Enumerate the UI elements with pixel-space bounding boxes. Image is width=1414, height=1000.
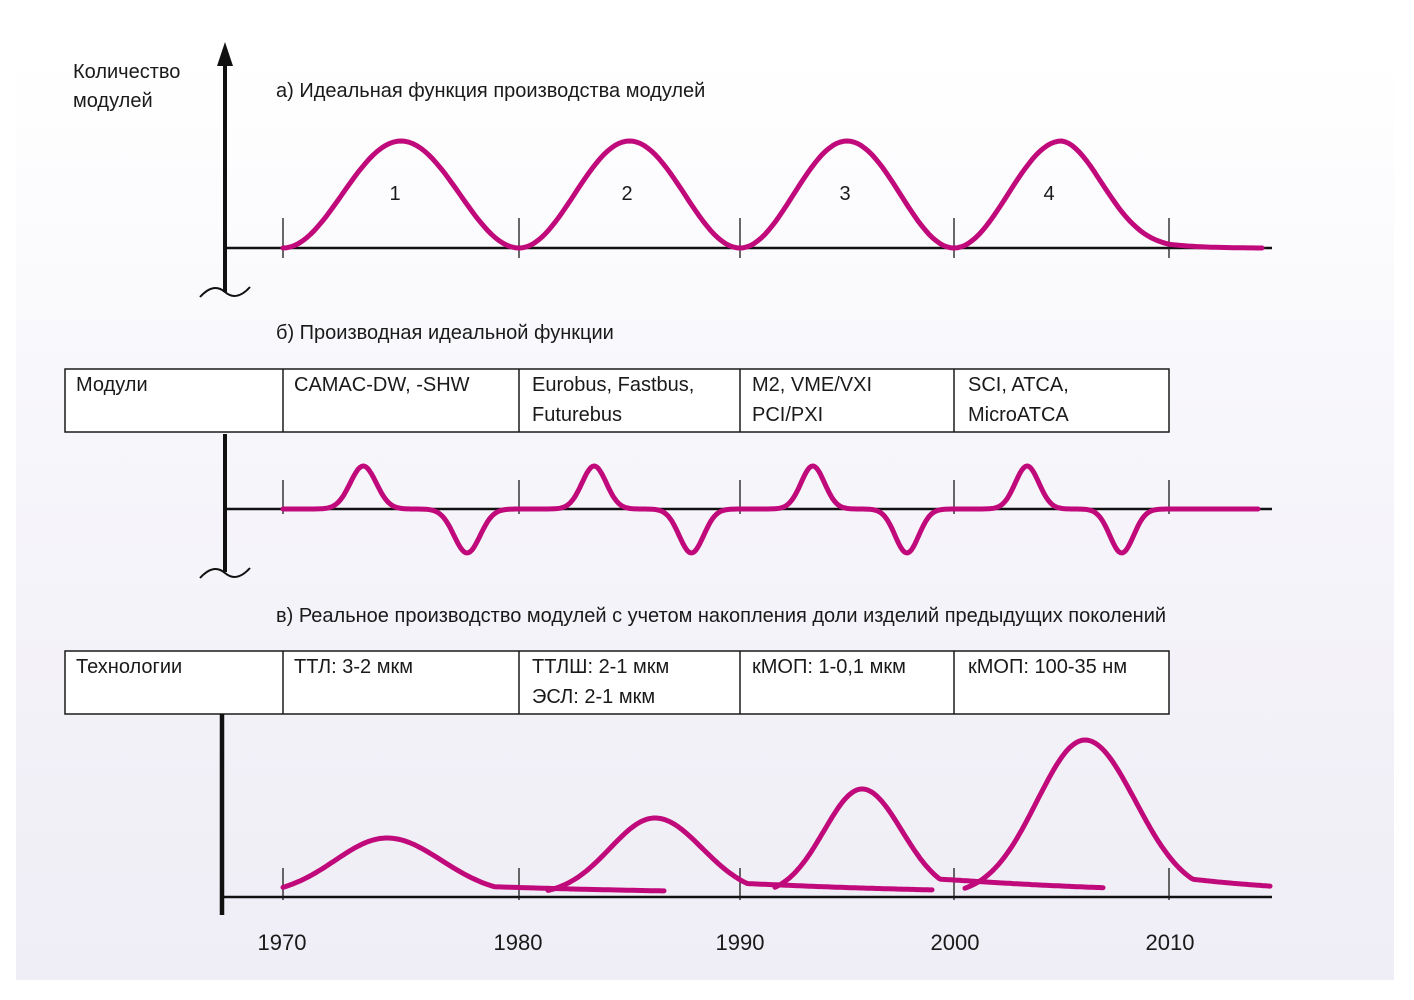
peak-number-4: 4 [1043, 183, 1054, 205]
technologies-cell-4: кМОП: 100-35 нм [968, 656, 1127, 678]
panel-c-real-curves [280, 737, 1273, 894]
modules-cell-2-line2: Futurebus [532, 404, 622, 426]
panel-a-axis-break [199, 286, 251, 298]
background-panel [16, 60, 1394, 980]
modules-cell-4-line2: MicroATCA [968, 404, 1069, 426]
x-tick-label-2000: 2000 [931, 930, 980, 955]
panel-c-curve-4 [962, 737, 1273, 891]
panel-b-axis-break [199, 567, 251, 579]
modules-cell-2-line1: Eurobus, Fastbus, [532, 374, 694, 396]
peak-number-3: 3 [839, 183, 850, 205]
x-tick-label-2010: 2010 [1146, 930, 1195, 955]
panel-a-ideal-curve [280, 138, 1265, 251]
x-tick-label-1970: 1970 [258, 930, 307, 955]
technologies-header: Технологии [76, 656, 182, 678]
modules-cell-4-line1: SCI, ATCA, [968, 374, 1069, 396]
panel-b-axes [199, 434, 1272, 579]
panel-c-curve-3 [772, 786, 1106, 891]
modules-cell-3-line2: PCI/PXI [752, 404, 823, 426]
modules-cell-1: CAMAC-DW, -SHW [294, 374, 470, 396]
panel-a-title: а) Идеальная функция производства модуле… [276, 80, 705, 102]
modules-cell-3-line1: M2, VME/VXI [752, 374, 872, 396]
panel-b-title: б) Производная идеальной функции [276, 322, 614, 344]
technologies-table: Технологии ТТЛ: 3-2 мкм ТТЛШ: 2-1 мкм ЭС… [64, 650, 1170, 715]
panel-c-curve-1 [280, 835, 667, 894]
technologies-cell-2-line1: ТТЛШ: 2-1 мкм [532, 656, 669, 678]
technologies-cell-2-line2: ЭСЛ: 2-1 мкм [532, 686, 655, 708]
modules-header: Модули [76, 374, 148, 396]
panel-a-ticks [282, 218, 1170, 258]
technologies-cell-1: ТТЛ: 3-2 мкм [294, 656, 413, 678]
x-tick-label-1990: 1990 [716, 930, 765, 955]
technologies-table-frame [64, 650, 1170, 715]
panel-c-axes [219, 714, 1272, 915]
peak-number-2: 2 [621, 183, 632, 205]
y-axis-label-line2: модулей [73, 90, 153, 112]
modules-table-frame [64, 368, 1170, 433]
modules-table: Модули CAMAC-DW, -SHW Eurobus, Fastbus, … [64, 368, 1170, 433]
panel-b-derivative-curve [280, 463, 1261, 556]
technologies-cell-3: кМОП: 1-0,1 мкм [752, 656, 906, 678]
panel-a-y-axis-arrow [217, 42, 233, 66]
panel-c-title: в) Реальное производство модулей с учето… [276, 605, 1166, 627]
x-tick-label-1980: 1980 [494, 930, 543, 955]
peak-number-1: 1 [389, 183, 400, 205]
panel-c-ticks [282, 868, 1170, 900]
y-axis-label-line1: Количество [73, 61, 180, 83]
panel-c-curve-2 [545, 815, 935, 893]
